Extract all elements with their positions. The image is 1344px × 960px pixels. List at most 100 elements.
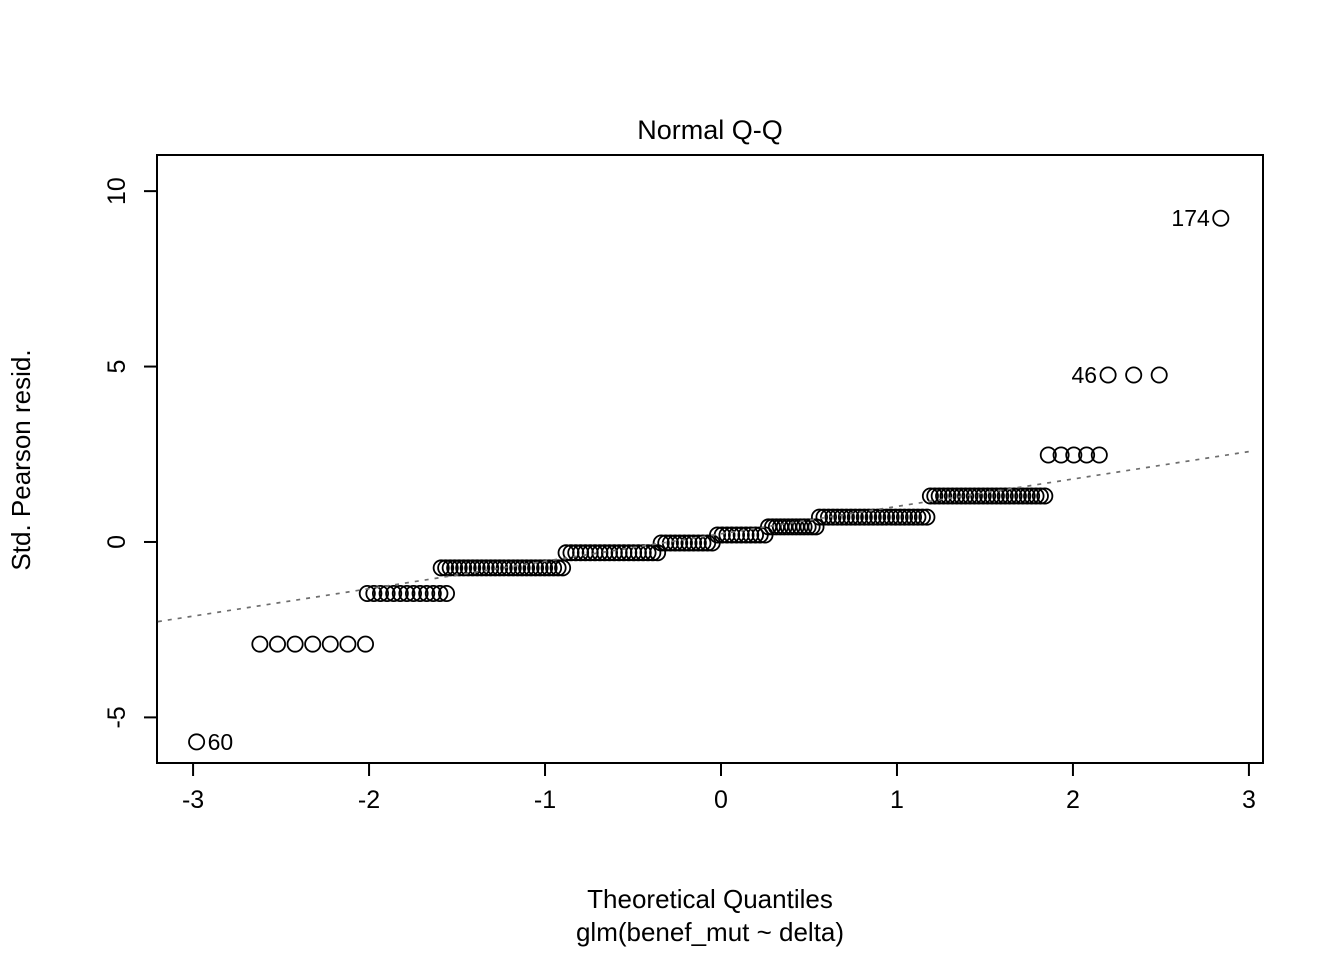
data-point [418,585,436,603]
data-point [473,559,491,577]
data-point [987,487,1005,505]
data-point [926,487,944,505]
x-tick-label: 0 [714,786,728,814]
data-point [887,508,905,526]
data-point [286,635,304,653]
data-point [432,559,450,577]
data-point [540,559,558,577]
data-point [482,559,500,577]
data-point [339,635,357,653]
data-point [1014,487,1032,505]
data-point [996,487,1014,505]
point-label-46: 46 [1072,362,1098,388]
data-point [935,487,953,505]
data-point [391,585,409,603]
data-point [321,635,339,653]
data-point [882,508,900,526]
data-point [1027,487,1045,505]
data-point [671,534,689,552]
data-point [522,559,540,577]
data-point [869,508,887,526]
data-point [842,508,860,526]
data-point [1090,446,1108,464]
data-point [455,559,473,577]
plot-dynamic-layer: -3 -2 -1 0 1 2 3 -5 0 5 10 60 46 174 [103,154,1264,814]
x-tick-label: 3 [1242,786,1256,814]
data-point [939,487,957,505]
y-tick-label: 0 [103,535,131,549]
data-point [652,534,670,552]
data-point [358,585,376,603]
data-point [424,585,442,603]
data-point [709,526,727,544]
data-point [385,585,403,603]
x-axis-sublabel: glm(benef_mut ~ delta) [576,917,844,947]
y-tick-label: -5 [103,706,131,728]
y-axis-label: Std. Pearson resid. [6,349,36,570]
data-point [441,559,459,577]
data-point [513,559,531,577]
data-point [860,508,878,526]
y-tick-label: 10 [103,177,131,205]
plot-border [156,154,1264,764]
data-point [974,487,992,505]
data-point [666,534,684,552]
data-point [891,508,909,526]
data-point [500,559,518,577]
data-point [188,733,206,751]
x-tick-label: -1 [534,786,556,814]
data-point [913,508,931,526]
data-point [639,544,657,562]
data-point [833,508,851,526]
data-point [689,534,707,552]
data-point [404,585,422,603]
data-point [855,508,873,526]
x-tick-label: -3 [182,786,204,814]
data-point [1125,366,1143,384]
data-point [437,585,455,603]
data-point [747,526,765,544]
data-point [464,559,482,577]
x-tick-label: -2 [358,786,380,814]
data-point [1031,487,1049,505]
data-point [732,526,750,544]
data-point [948,487,966,505]
chart-title: Normal Q-Q [637,115,783,145]
data-point [1036,487,1054,505]
data-point [1039,446,1057,464]
data-point [878,508,896,526]
data-point [965,487,983,505]
data-point [527,559,545,577]
data-point [909,508,927,526]
data-point [992,487,1010,505]
x-axis-label: Theoretical Quantiles [587,884,833,914]
data-point [820,508,838,526]
data-point [737,526,755,544]
data-point [799,518,817,536]
data-point [930,487,948,505]
data-point [431,585,449,603]
data-point [251,635,269,653]
point-label-174: 174 [1171,205,1210,231]
data-point [846,508,864,526]
data-point [437,559,455,577]
data-point [718,526,736,544]
data-point [961,487,979,505]
data-point [864,508,882,526]
point-label-60: 60 [208,729,234,755]
data-point [685,534,703,552]
data-point [1018,487,1036,505]
data-point [371,585,389,603]
data-point [509,559,527,577]
data-point [896,508,914,526]
data-point [1052,446,1070,464]
data-point [398,585,416,603]
x-tick-label: 1 [890,786,904,814]
data-point [468,559,486,577]
data-point [1023,487,1041,505]
data-point [657,534,675,552]
data-point [824,508,842,526]
data-point [495,559,513,577]
